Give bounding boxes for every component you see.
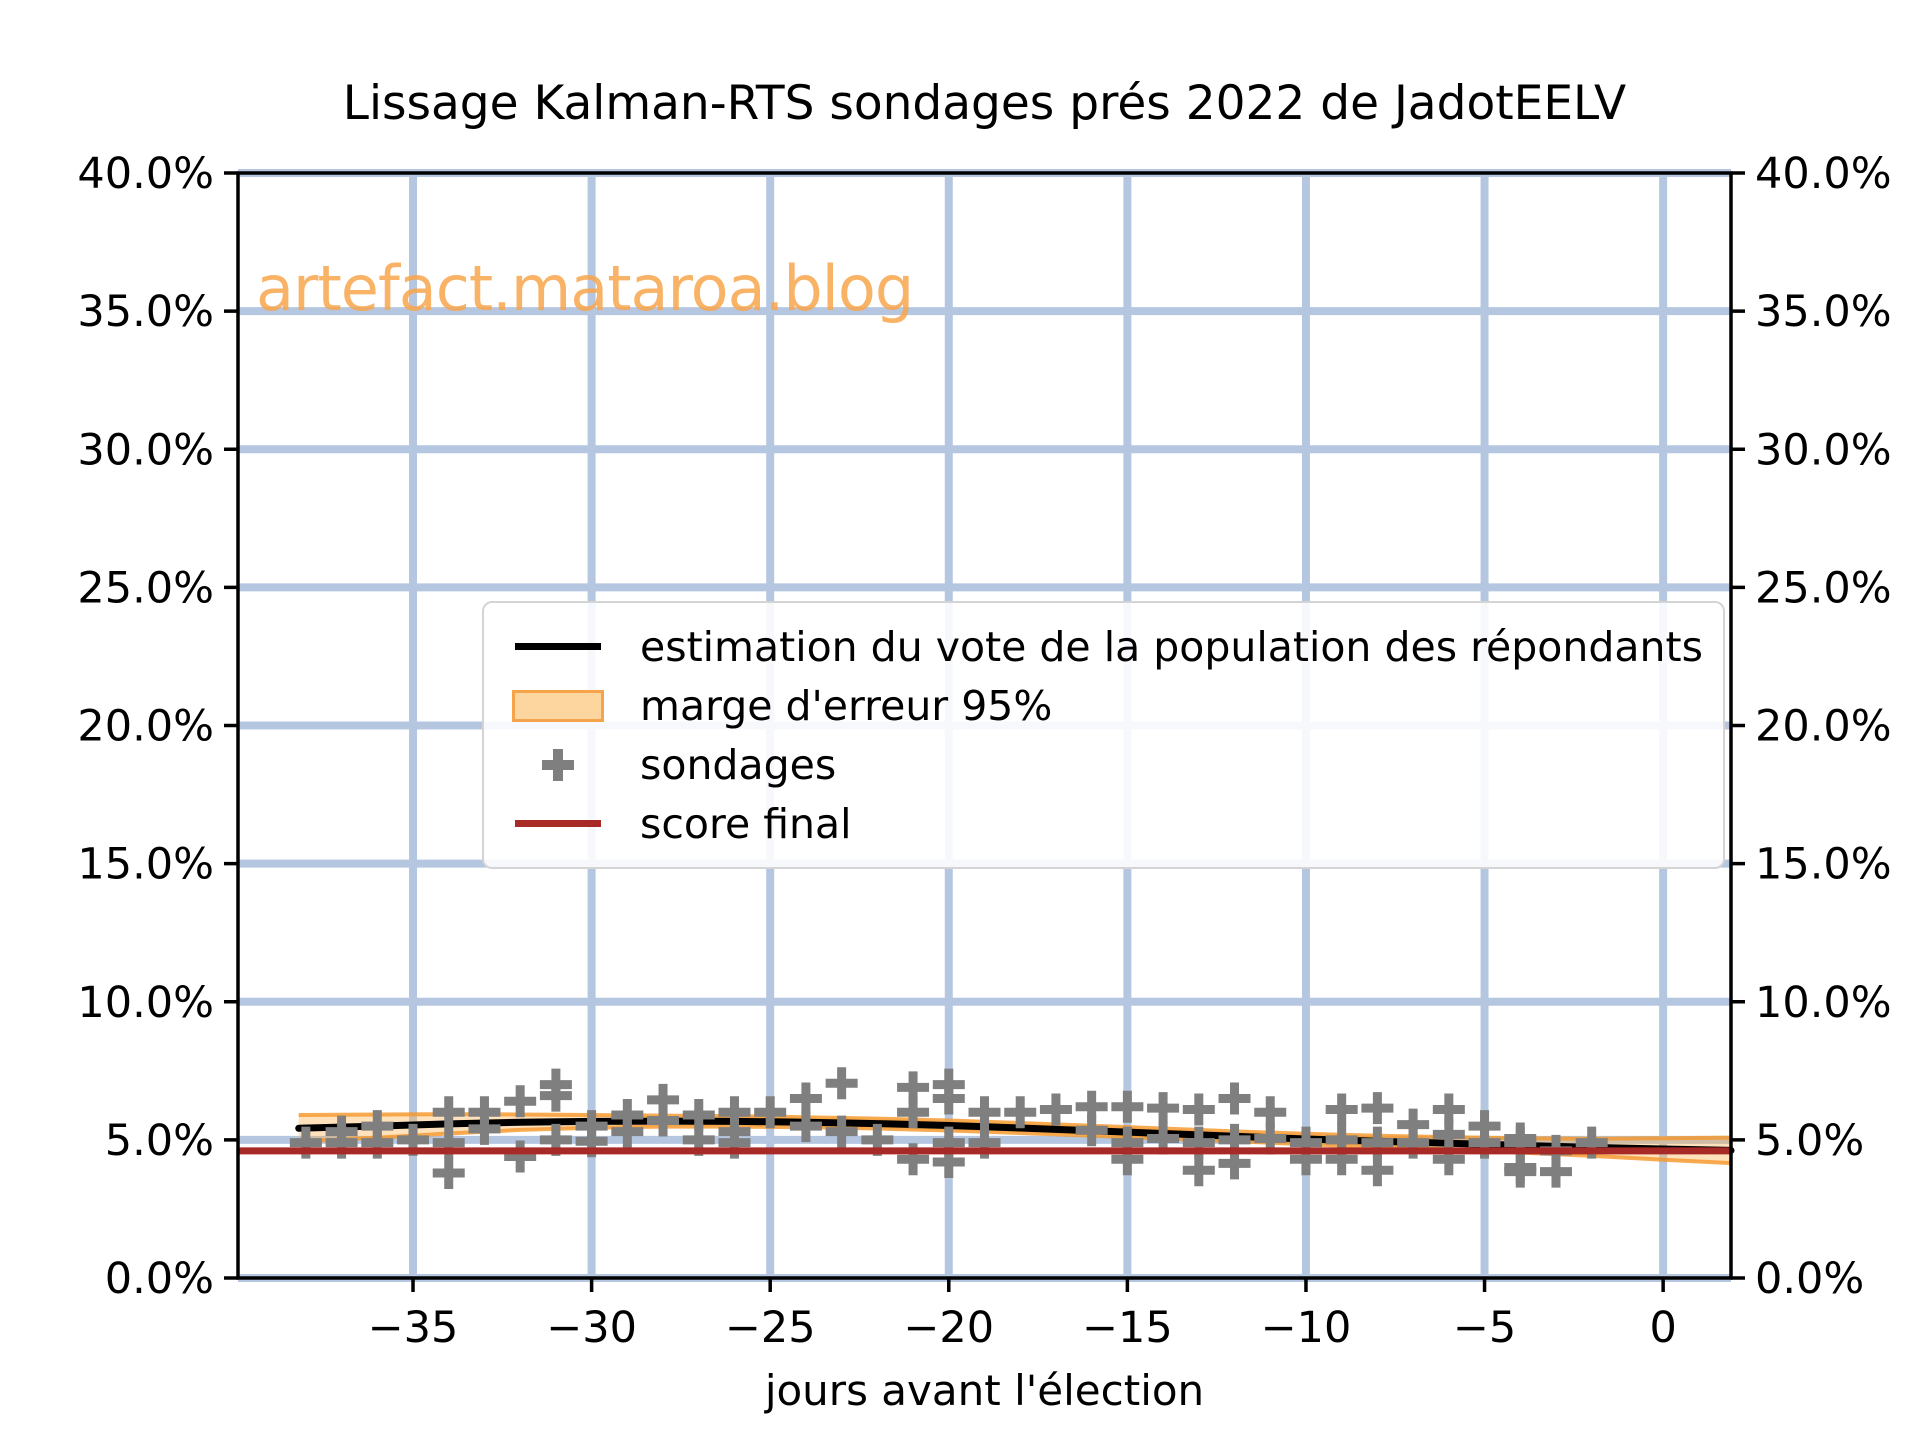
x-tick-label: −35: [368, 1303, 459, 1353]
x-tick-label: −30: [546, 1303, 637, 1353]
y-tick-label-left: 10.0%: [77, 978, 214, 1028]
poll-marker: [897, 1096, 930, 1129]
y-tick-label-right: 35.0%: [1755, 287, 1892, 337]
y-tick-label-left: 5.0%: [105, 1116, 214, 1166]
y-tick-label-right: 5.0%: [1755, 1116, 1864, 1166]
x-tick-label: −25: [725, 1303, 816, 1353]
chart-title: Lissage Kalman-RTS sondages prés 2022 de…: [342, 76, 1627, 131]
poll-marker: [468, 1112, 501, 1145]
y-tick-label-left: 40.0%: [77, 149, 214, 199]
poll-marker: [647, 1104, 680, 1137]
y-tick-label-left: 0.0%: [105, 1254, 214, 1304]
x-tick-label: −5: [1453, 1303, 1516, 1353]
y-tick-label-left: 15.0%: [77, 840, 214, 890]
poll-marker: [1075, 1114, 1108, 1147]
legend-box: estimation du vote de la population des …: [482, 601, 1725, 869]
legend-item-error-band: marge d'erreur 95%: [510, 677, 1697, 735]
x-tick-label: 0: [1649, 1303, 1676, 1353]
legend-label: estimation du vote de la population des …: [640, 622, 1703, 671]
poll-marker: [432, 1157, 465, 1190]
legend-item-score-final: score final: [510, 795, 1697, 853]
plus-marker-icon: [510, 745, 606, 785]
poll-marker: [825, 1115, 858, 1148]
y-tick-label-right: 20.0%: [1755, 702, 1892, 752]
poll-marker: [1182, 1154, 1215, 1187]
x-tick-label: −10: [1261, 1303, 1352, 1353]
y-tick-label-right: 25.0%: [1755, 563, 1892, 613]
y-tick-label-left: 35.0%: [77, 287, 214, 337]
poll-marker: [789, 1110, 822, 1143]
x-axis-label: jours avant l'élection: [764, 1366, 1205, 1415]
y-tick-label-right: 40.0%: [1755, 149, 1892, 199]
y-tick-label-right: 30.0%: [1755, 425, 1892, 475]
poll-marker: [1182, 1093, 1215, 1126]
poll-marker: [504, 1140, 537, 1173]
y-tick-label-left: 25.0%: [77, 563, 214, 613]
y-tick-label-left: 20.0%: [77, 702, 214, 752]
poll-marker: [825, 1067, 858, 1100]
poll-marker: [754, 1096, 787, 1129]
poll-marker: [1147, 1092, 1180, 1125]
legend-item-estimation: estimation du vote de la population des …: [510, 618, 1703, 676]
poll-marker: [432, 1096, 465, 1129]
poll-marker: [1004, 1096, 1037, 1129]
poll-marker: [968, 1096, 1001, 1129]
poll-marker: [611, 1115, 644, 1148]
poll-marker: [1361, 1092, 1394, 1125]
y-tick-label-right: 15.0%: [1755, 840, 1892, 890]
poll-marker: [1325, 1093, 1358, 1126]
poll-marker: [1539, 1155, 1572, 1188]
poll-marker: [1504, 1155, 1537, 1188]
y-tick-label-right: 10.0%: [1755, 978, 1892, 1028]
poll-marker: [1111, 1090, 1144, 1123]
score-final-line-swatch: [510, 820, 606, 827]
poll-marker: [1039, 1093, 1072, 1126]
x-tick-label: −20: [903, 1303, 994, 1353]
legend-label: marge d'erreur 95%: [640, 681, 1053, 730]
estimation-line-swatch: [510, 643, 606, 650]
legend-label: score final: [640, 799, 852, 848]
poll-marker: [932, 1082, 965, 1115]
poll-marker: [1361, 1154, 1394, 1187]
y-tick-label-right: 0.0%: [1755, 1254, 1864, 1304]
poll-marker: [504, 1085, 537, 1118]
poll-marker: [539, 1079, 572, 1112]
error-band-swatch: [510, 689, 606, 722]
watermark-text: artefact.mataroa.blog: [256, 252, 914, 325]
poll-marker: [789, 1082, 822, 1115]
y-tick-label-left: 30.0%: [77, 425, 214, 475]
legend-label: sondages: [640, 740, 837, 789]
x-tick-label: −15: [1082, 1303, 1173, 1353]
poll-marker: [1218, 1082, 1251, 1115]
legend-item-sondages: sondages: [510, 736, 1697, 794]
